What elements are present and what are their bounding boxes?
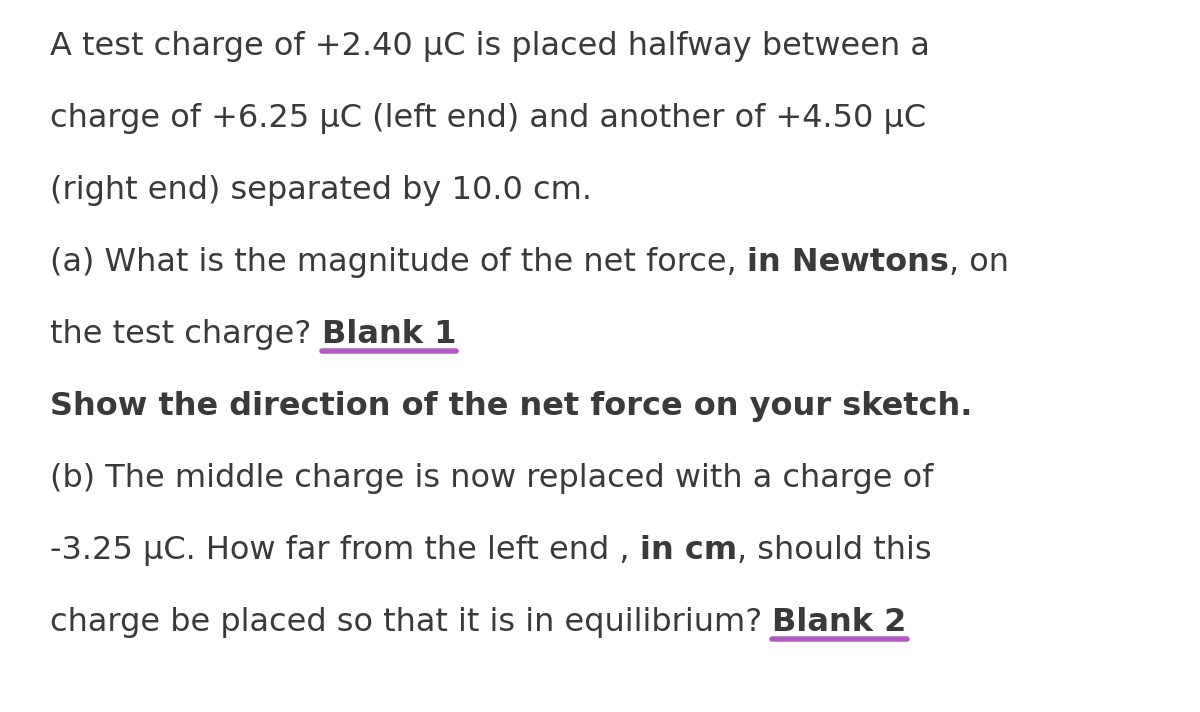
Text: (right end) separated by 10.0 cm.: (right end) separated by 10.0 cm. — [50, 175, 592, 206]
Text: Blank 2: Blank 2 — [773, 607, 907, 638]
Text: the test charge?: the test charge? — [50, 319, 322, 350]
Text: (b) The middle charge is now replaced with a charge of: (b) The middle charge is now replaced wi… — [50, 463, 934, 494]
Text: -3.25 μC. How far from the left end ,: -3.25 μC. How far from the left end , — [50, 535, 640, 566]
Text: , on: , on — [949, 247, 1009, 278]
Text: Blank 1: Blank 1 — [322, 319, 456, 350]
Text: A test charge of +2.40 μC is placed halfway between a: A test charge of +2.40 μC is placed half… — [50, 31, 930, 62]
Text: (a) What is the magnitude of the net force,: (a) What is the magnitude of the net for… — [50, 247, 746, 278]
Text: , should this: , should this — [737, 535, 931, 566]
Text: Show the direction of the net force on your sketch.: Show the direction of the net force on y… — [50, 391, 972, 422]
Text: charge be placed so that it is in equilibrium?: charge be placed so that it is in equili… — [50, 607, 773, 638]
Text: in Newtons: in Newtons — [746, 247, 949, 278]
Text: in cm: in cm — [640, 535, 737, 566]
Text: charge of +6.25 μC (left end) and another of +4.50 μC: charge of +6.25 μC (left end) and anothe… — [50, 103, 926, 134]
